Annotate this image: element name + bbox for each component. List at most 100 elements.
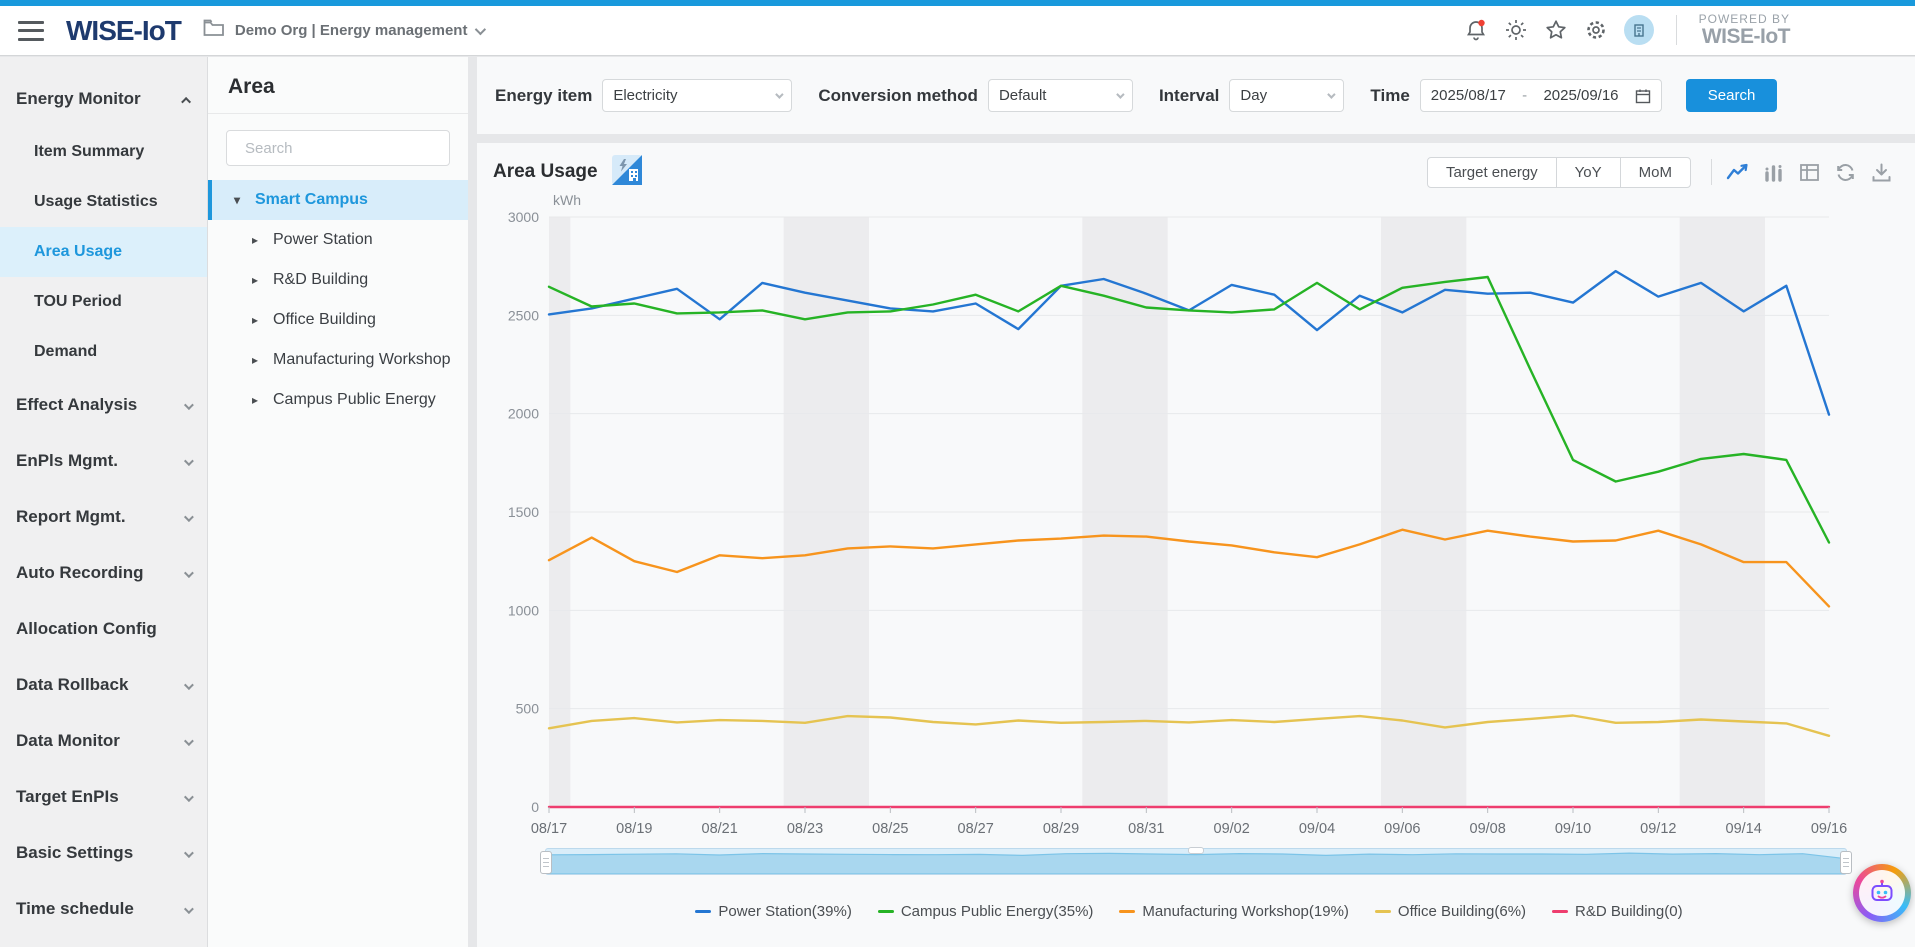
svg-text:1500: 1500 [508, 504, 539, 520]
sidebar: Energy Monitor Item Summary Usage Statis… [0, 57, 208, 947]
table-view-icon[interactable] [1798, 161, 1821, 184]
energy-item-select[interactable]: Electricity [602, 79, 793, 112]
sidebar-item-time-schedule[interactable]: Time schedule [0, 881, 207, 937]
tools-divider [1711, 159, 1712, 185]
ai-assistant-button[interactable] [1853, 864, 1911, 922]
tree-node-power-station[interactable]: ▸ Power Station [252, 231, 373, 248]
sidebar-item-data-monitor[interactable]: Data Monitor [0, 713, 207, 769]
svg-text:09/16: 09/16 [1811, 821, 1847, 837]
tree-collapsed-icon[interactable]: ▸ [252, 233, 259, 247]
legend-dash [877, 910, 894, 913]
sidebar-item-effect-analysis[interactable]: Effect Analysis [0, 377, 207, 433]
sidebar-item-area-usage[interactable]: Area Usage [0, 227, 207, 277]
energy-item-label: Energy item [495, 85, 593, 105]
chevron-down-icon [183, 675, 194, 695]
legend-item-campus-public-energy[interactable]: Campus Public Energy(35%) [877, 903, 1093, 920]
tree-collapsed-icon[interactable]: ▸ [252, 393, 259, 407]
area-usage-chart[interactable]: 0 500 1000 1500 2000 2500 3000 kWh 08/17 08/19 08/… [477, 181, 1914, 841]
tree-collapsed-icon[interactable]: ▸ [252, 273, 259, 287]
sidebar-item-demand[interactable]: Demand [34, 343, 98, 360]
svg-text:08/19: 08/19 [616, 821, 652, 837]
time-range-picker[interactable]: 2025/08/17 - 2025/09/16 [1419, 79, 1662, 112]
svg-text:3000: 3000 [508, 209, 539, 225]
sidebar-item-report-mgmt[interactable]: Report Mgmt. [0, 489, 207, 545]
svg-text:09/10: 09/10 [1555, 821, 1591, 837]
svg-text:09/06: 09/06 [1384, 821, 1420, 837]
sidebar-item-tou-period[interactable]: TOU Period [34, 293, 122, 310]
tree-node-campus-public-energy[interactable]: ▸ Campus Public Energy [252, 391, 436, 408]
gear-icon[interactable] [1584, 18, 1608, 42]
legend-item-office-building[interactable]: Office Building(6%) [1374, 903, 1526, 920]
folder-icon [203, 19, 225, 42]
time-start: 2025/08/17 [1430, 87, 1506, 104]
chevron-down-icon [775, 89, 784, 99]
datazoom-left-handle[interactable] [540, 851, 552, 874]
mom-button[interactable]: MoM [1619, 156, 1691, 188]
breadcrumb-caret-icon[interactable] [475, 22, 487, 40]
chevron-down-icon [183, 507, 194, 527]
main-content: Energy item Electricity Conversion metho… [477, 57, 1915, 947]
sidebar-item-usage-statistics[interactable]: Usage Statistics [34, 193, 158, 210]
legend-item-rd-building[interactable]: R&D Building(0) [1552, 903, 1683, 920]
datazoom-slider[interactable] [540, 847, 1852, 875]
filter-bar: Energy item Electricity Conversion metho… [477, 57, 1915, 134]
refresh-icon[interactable] [1834, 161, 1857, 184]
tree-node-smart-campus[interactable]: ▾ Smart Campus [208, 180, 468, 220]
header: WISE-IoT Demo Org | Energy management [0, 6, 1915, 56]
area-search-input[interactable] [245, 139, 444, 157]
tree-node-manufacturing-workshop[interactable]: ▸ Manufacturing Workshop [252, 351, 451, 368]
chevron-down-icon [183, 395, 194, 415]
svg-text:1000: 1000 [508, 602, 539, 618]
sidebar-item-target-enpis[interactable]: Target EnPIs [0, 769, 207, 825]
powered-by: POWERED BY WISE-IoT [1698, 12, 1791, 48]
svg-text:09/14: 09/14 [1726, 821, 1762, 837]
brightness-icon[interactable] [1504, 18, 1528, 42]
breadcrumb[interactable]: Demo Org | Energy management [234, 22, 468, 39]
svg-text:08/31: 08/31 [1128, 821, 1164, 837]
chart-tools [1726, 161, 1893, 184]
chevron-down-icon [183, 843, 194, 863]
hamburger-menu-icon[interactable] [18, 20, 44, 41]
yoy-button[interactable]: YoY [1555, 156, 1621, 188]
sidebar-item-auto-recording[interactable]: Auto Recording [0, 545, 207, 601]
conversion-method-select[interactable]: Default [987, 79, 1133, 112]
sidebar-item-allocation-config[interactable]: Allocation Config [16, 619, 157, 638]
sidebar-item-basic-settings[interactable]: Basic Settings [0, 825, 207, 881]
ai-robot-icon [1859, 870, 1905, 916]
avatar[interactable] [1623, 15, 1654, 46]
star-icon[interactable] [1544, 18, 1568, 42]
tree-collapsed-icon[interactable]: ▸ [252, 353, 259, 367]
legend-item-manufacturing-workshop[interactable]: Manufacturing Workshop(19%) [1119, 903, 1349, 920]
bar-chart-icon[interactable] [1762, 161, 1785, 184]
header-actions: POWERED BY WISE-IoT [1464, 13, 1915, 48]
target-energy-button[interactable]: Target energy [1426, 156, 1557, 188]
tree-node-office-building[interactable]: ▸ Office Building [252, 311, 376, 328]
legend-item-power-station[interactable]: Power Station(39%) [695, 903, 852, 920]
legend-dash [1552, 910, 1569, 913]
sidebar-item-item-summary[interactable]: Item Summary [34, 143, 145, 160]
download-icon[interactable] [1870, 161, 1893, 184]
body: Energy Monitor Item Summary Usage Statis… [0, 57, 1915, 947]
chevron-down-icon [1327, 89, 1337, 99]
interval-select[interactable]: Day [1229, 79, 1345, 112]
line-chart-icon[interactable] [1726, 161, 1749, 184]
tree-expand-icon[interactable]: ▾ [234, 193, 241, 207]
bell-icon[interactable] [1464, 18, 1488, 42]
tree-collapsed-icon[interactable]: ▸ [252, 313, 259, 327]
sidebar-item-energy-monitor[interactable]: Energy Monitor [0, 71, 207, 127]
tree-node-rd-building[interactable]: ▸ R&D Building [252, 271, 369, 288]
sidebar-item-data-rollback[interactable]: Data Rollback [0, 657, 207, 713]
conversion-method-label: Conversion method [818, 85, 978, 105]
sidebar-item-enpls-mgmt[interactable]: EnPls Mgmt. [0, 433, 207, 489]
search-button[interactable]: Search [1685, 79, 1778, 112]
datazoom-center-handle[interactable] [1188, 847, 1204, 854]
panel-gap [468, 57, 477, 947]
chevron-down-icon [1116, 89, 1125, 99]
area-panel: Area ▾ Smart Campus ▸ Power Station ▸ R&… [208, 57, 468, 947]
area-search-box[interactable] [226, 130, 450, 166]
datazoom-right-handle[interactable] [1840, 851, 1852, 874]
chart-title: Area Usage [493, 161, 598, 182]
app-logo: WISE-IoT [66, 14, 182, 46]
chevron-down-icon [183, 731, 194, 751]
svg-text:08/21: 08/21 [702, 821, 738, 837]
